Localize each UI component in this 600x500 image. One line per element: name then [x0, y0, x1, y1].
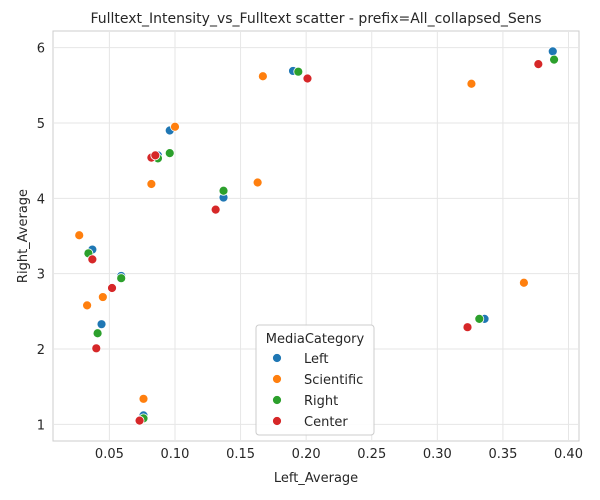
point-center	[134, 415, 145, 426]
tick-labels: 0.05 0.10 0.15 0.20 0.25 0.30 0.35 0.40 1 2 3 4 5 6	[37, 42, 583, 462]
x-tick-label: 0.05	[95, 447, 124, 462]
legend-marker-left	[272, 353, 282, 363]
legend-label-scientific: Scientific	[304, 373, 363, 388]
y-tick-label: 4	[37, 192, 45, 207]
point-right	[116, 273, 127, 284]
point-scientific	[257, 71, 268, 82]
point-scientific	[74, 230, 85, 241]
x-tick-label: 0.10	[161, 447, 190, 462]
legend-marker-center	[272, 416, 282, 426]
point-right	[549, 54, 559, 65]
point-right	[474, 314, 485, 324]
y-tick-label: 2	[37, 343, 45, 358]
y-tick-label: 1	[37, 418, 45, 433]
legend-label-center: Center	[304, 415, 348, 430]
legend-marker-scientific	[272, 374, 282, 384]
point-right	[218, 185, 229, 196]
chart-title: Fulltext_Intensity_vs_Fulltext scatter -…	[90, 11, 541, 27]
point-scientific	[519, 277, 529, 288]
legend-box	[255, 324, 375, 436]
point-left	[547, 46, 558, 57]
y-tick-label: 5	[37, 117, 45, 132]
legend-title: MediaCategory	[266, 332, 365, 347]
x-tick-label: 0.20	[292, 447, 321, 462]
y-axis-title: Right_Average	[16, 189, 31, 283]
x-tick-label: 0.40	[554, 447, 583, 462]
x-tick-label: 0.30	[423, 447, 452, 462]
point-scientific	[97, 292, 108, 302]
point-scientific	[146, 179, 157, 189]
point-center	[107, 283, 117, 293]
point-center	[87, 254, 98, 265]
point-scientific	[170, 121, 180, 132]
point-scientific	[466, 78, 477, 89]
point-center	[150, 150, 161, 161]
point-scientific	[252, 177, 263, 188]
x-tick-label: 0.25	[357, 447, 386, 462]
point-scientific	[82, 300, 93, 311]
point-left	[96, 319, 107, 330]
legend-marker-right	[272, 395, 282, 405]
point-center	[462, 322, 473, 333]
point-center	[302, 73, 313, 84]
point-center	[210, 204, 221, 215]
data-points	[74, 46, 559, 426]
point-scientific	[138, 393, 149, 404]
point-center	[533, 59, 544, 70]
x-tick-label: 0.15	[226, 447, 255, 462]
point-center	[91, 343, 102, 354]
point-right	[92, 328, 103, 339]
x-axis-title: Left_Average	[274, 471, 358, 486]
legend-label-right: Right	[304, 394, 338, 409]
legend: MediaCategory Left Scientific Right Center	[255, 324, 375, 436]
legend-label-left: Left	[304, 352, 328, 367]
x-tick-label: 0.35	[488, 447, 517, 462]
y-tick-label: 6	[37, 42, 45, 57]
point-right	[164, 148, 175, 158]
y-tick-label: 3	[37, 268, 45, 283]
point-right	[293, 66, 304, 77]
